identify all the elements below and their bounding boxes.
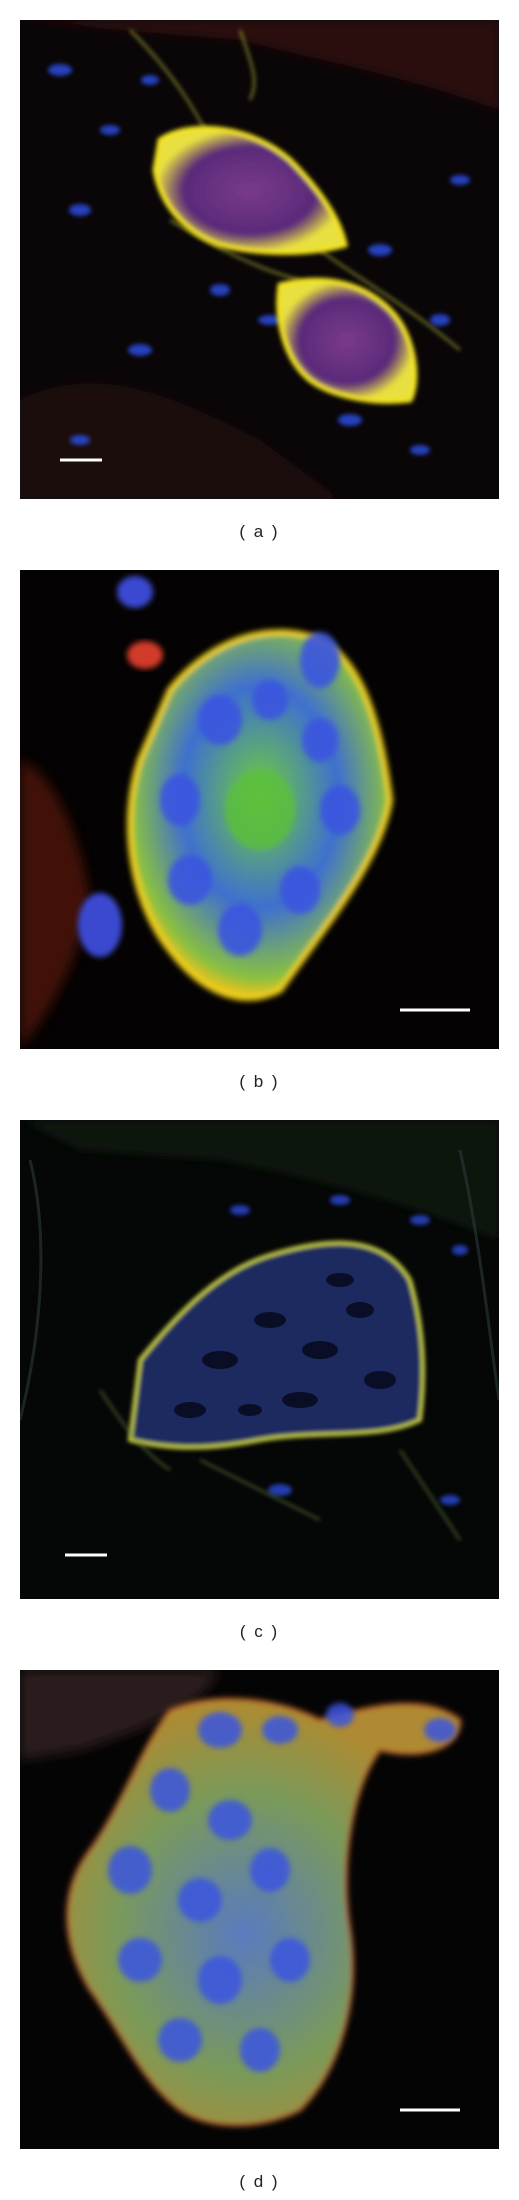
panel-c-caption: ( c ) (239, 1622, 280, 1641)
panel-d-caption: ( d ) (239, 2172, 280, 2191)
micrograph-d-image (20, 1670, 499, 2149)
micrograph-b-image (20, 570, 499, 1049)
micrograph-panel-b (20, 570, 499, 1049)
micrograph-a-image (20, 20, 499, 499)
micrograph-panel-d (20, 1670, 499, 2149)
micrograph-panel-a (20, 20, 499, 499)
micrograph-c-image (20, 1120, 499, 1599)
panel-a-caption: ( a ) (239, 522, 280, 541)
micrograph-panel-c (20, 1120, 499, 1599)
panel-b-caption: ( b ) (239, 1072, 280, 1091)
